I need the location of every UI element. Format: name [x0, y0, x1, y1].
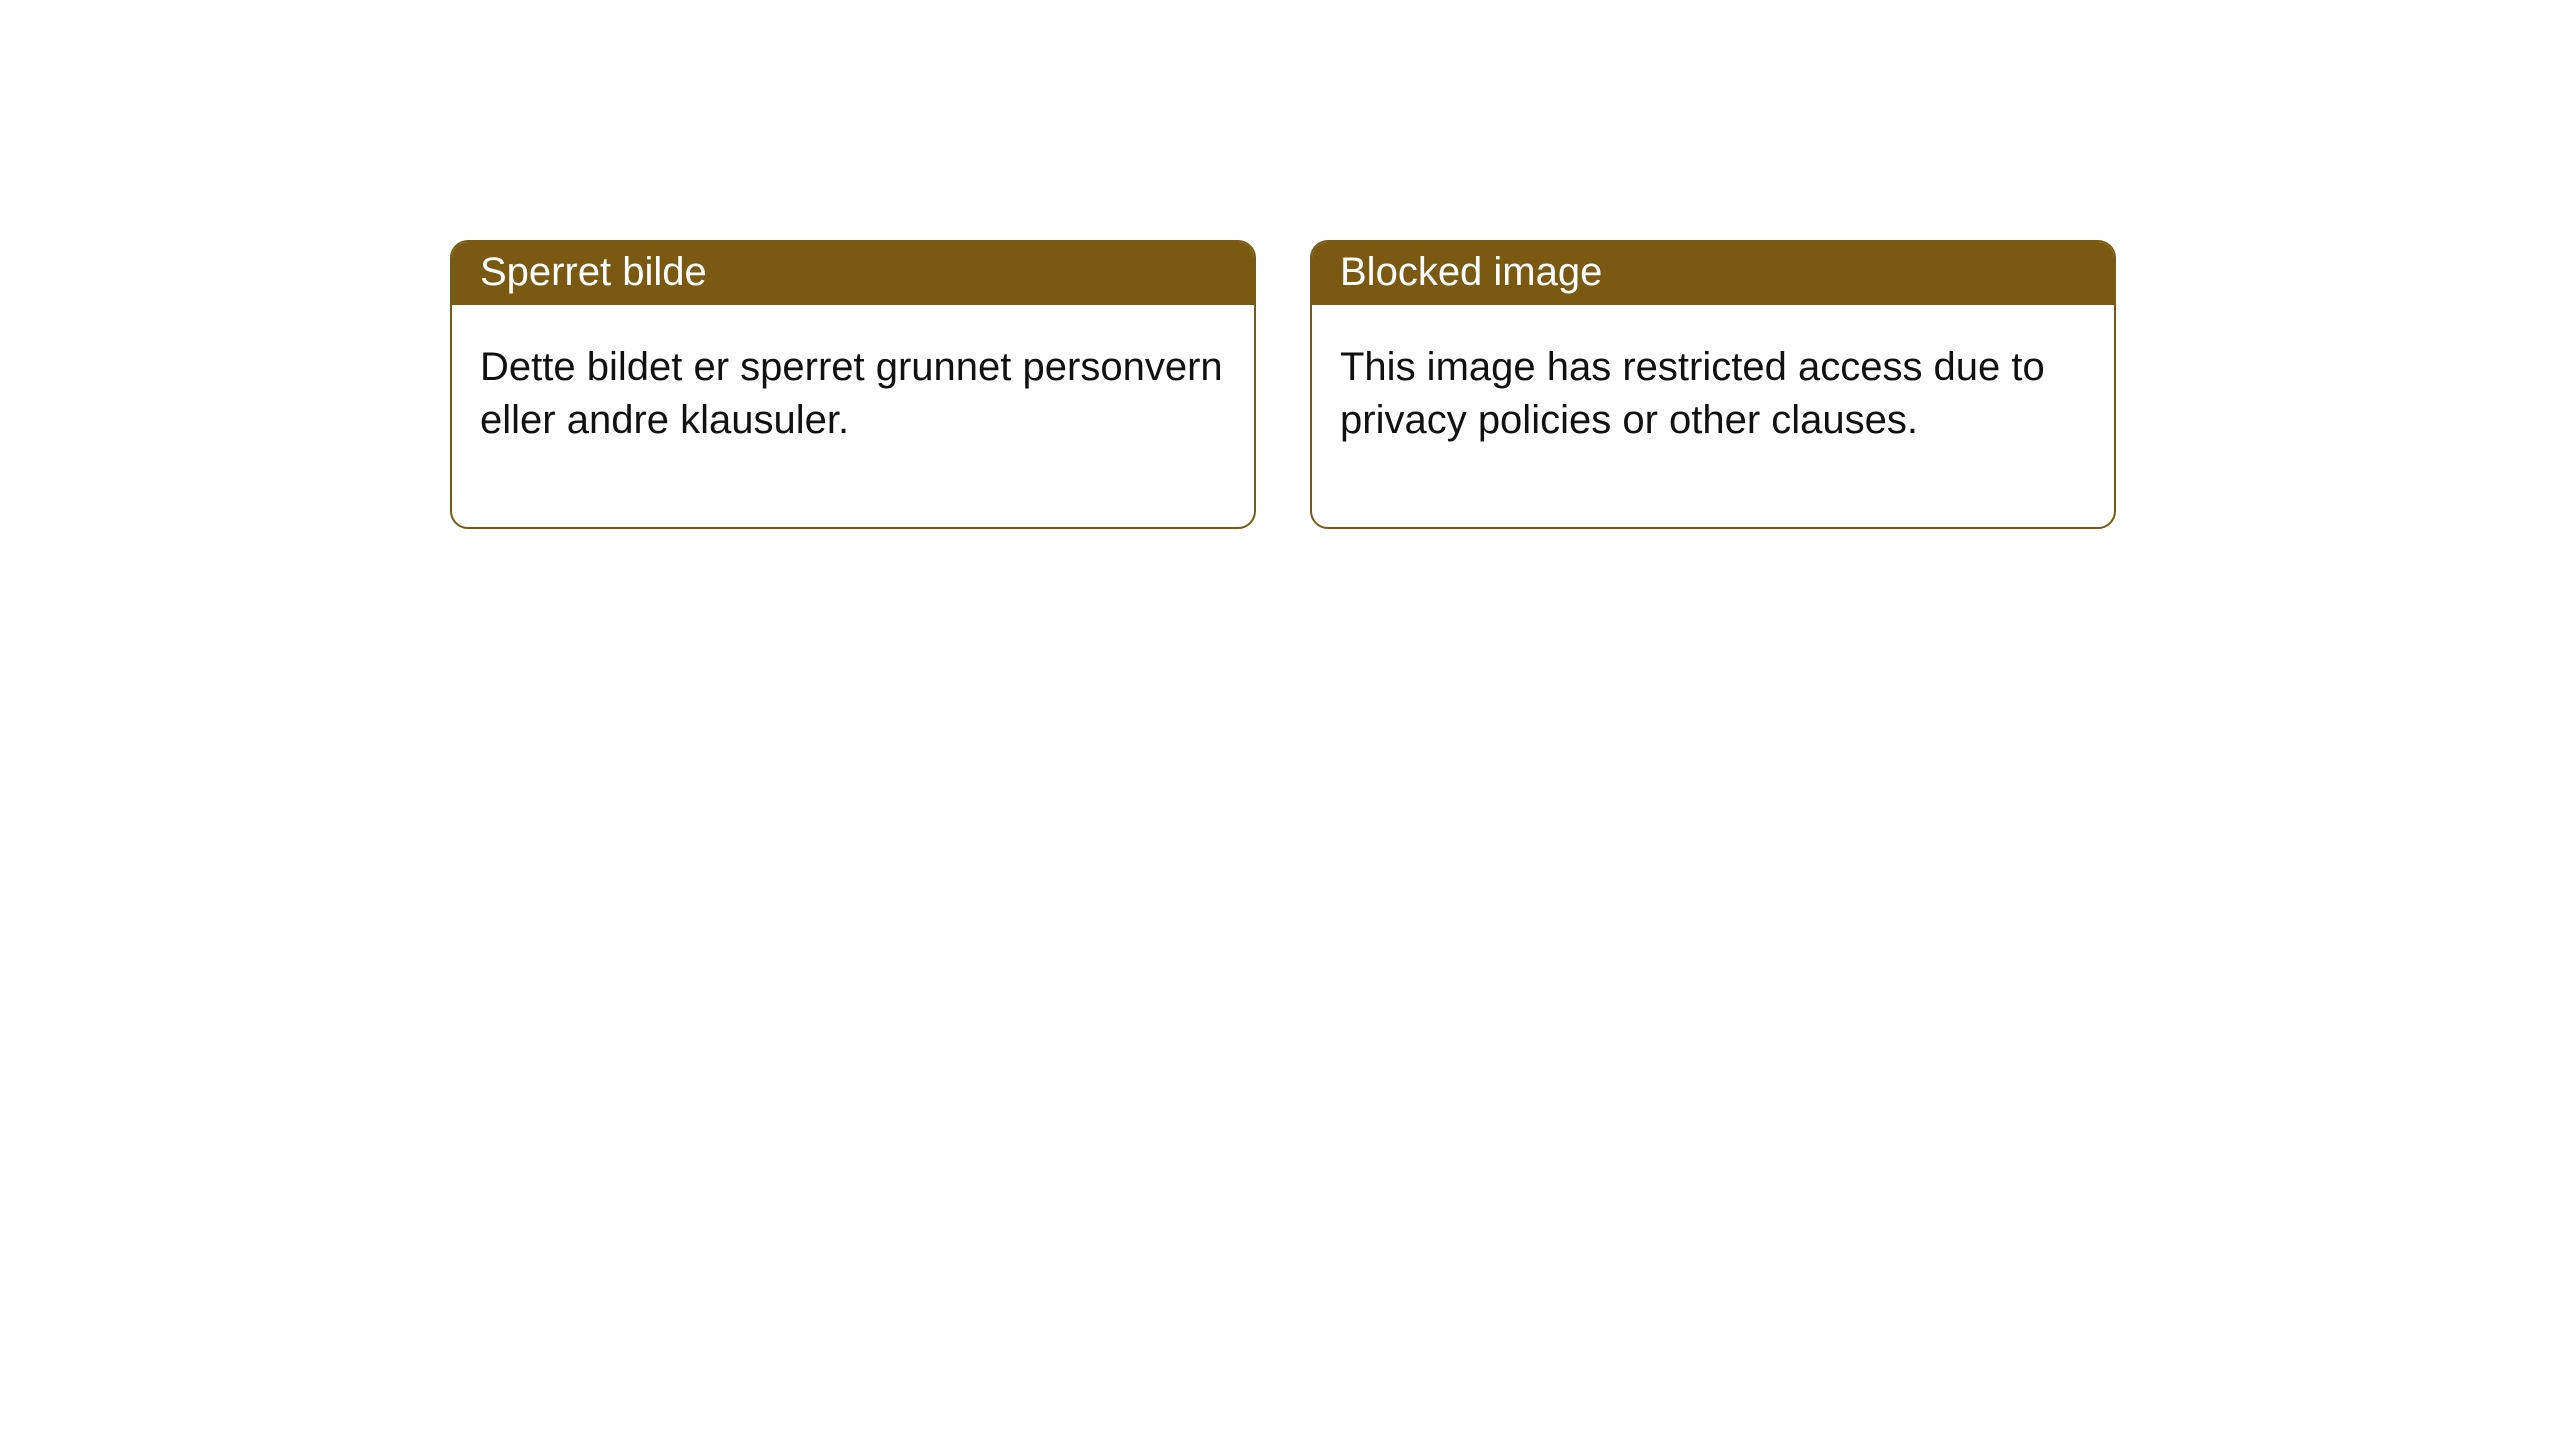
notice-card-english: Blocked image This image has restricted …	[1310, 240, 2116, 529]
notice-card-body-norwegian: Dette bildet er sperret grunnet personve…	[452, 305, 1254, 527]
notice-card-norwegian: Sperret bilde Dette bildet er sperret gr…	[450, 240, 1256, 529]
notice-card-title-norwegian: Sperret bilde	[452, 242, 1254, 305]
notice-card-body-english: This image has restricted access due to …	[1312, 305, 2114, 527]
notice-card-title-english: Blocked image	[1312, 242, 2114, 305]
notice-cards-row: Sperret bilde Dette bildet er sperret gr…	[0, 0, 2560, 529]
